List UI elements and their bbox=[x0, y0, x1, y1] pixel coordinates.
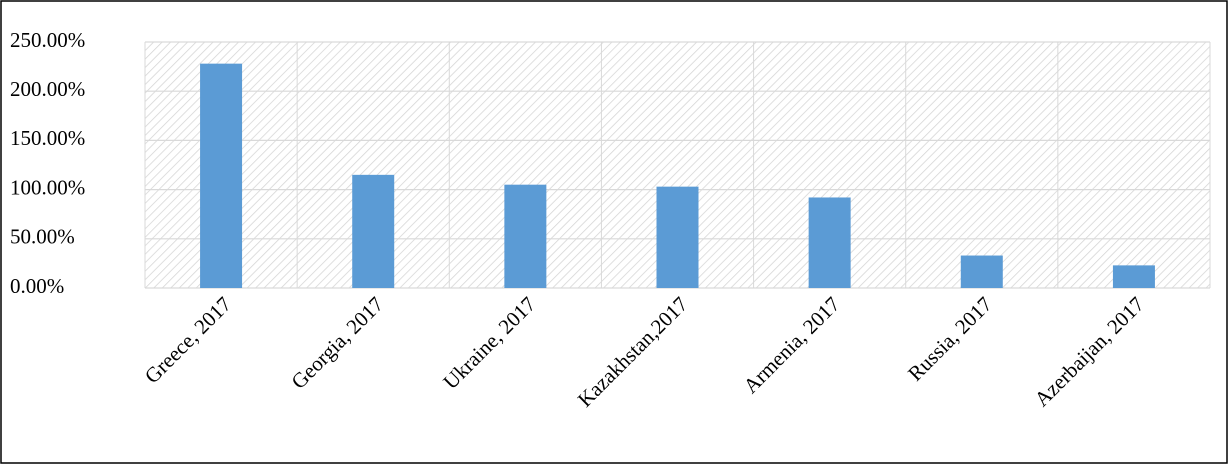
bar bbox=[960, 255, 1003, 288]
bar bbox=[352, 174, 395, 288]
x-tick-label: Armenia, 2017 bbox=[739, 292, 845, 398]
x-tick-label: Georgia, 2017 bbox=[286, 292, 388, 394]
y-tick-label: 0.00% bbox=[10, 274, 64, 298]
x-tick-label: Greece, 2017 bbox=[140, 292, 236, 388]
bar bbox=[808, 197, 851, 288]
y-tick-label: 100.00% bbox=[10, 175, 85, 199]
bar bbox=[656, 186, 699, 288]
x-tick-label: Azerbaijan, 2017 bbox=[1030, 292, 1149, 411]
y-tick-label: 200.00% bbox=[10, 77, 85, 101]
x-tick-label: Ukraine, 2017 bbox=[438, 292, 540, 394]
x-tick-label: Russia, 2017 bbox=[903, 292, 997, 386]
y-tick-label: 250.00% bbox=[10, 28, 85, 52]
bar bbox=[200, 63, 243, 289]
y-tick-label: 50.00% bbox=[10, 225, 75, 249]
bar bbox=[1112, 265, 1155, 288]
y-tick-label: 150.00% bbox=[10, 126, 85, 150]
x-tick-label: Kazakhstan,2017 bbox=[573, 292, 693, 412]
bar bbox=[504, 184, 547, 288]
